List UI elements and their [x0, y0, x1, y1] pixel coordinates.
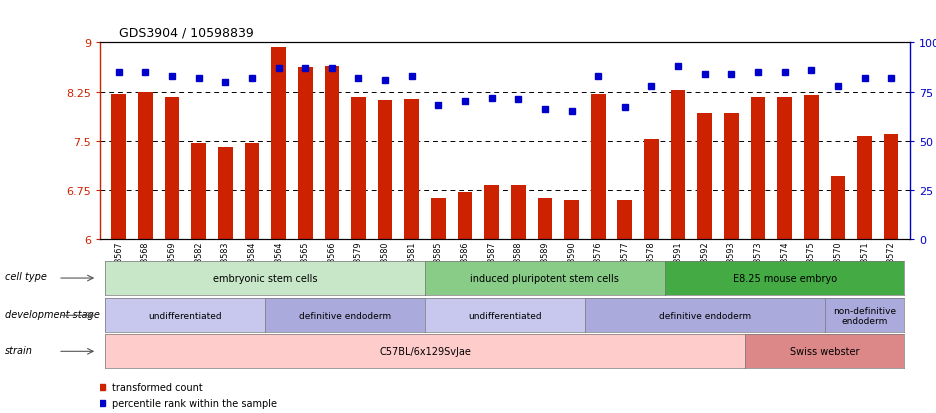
Text: induced pluripotent stem cells: induced pluripotent stem cells	[471, 273, 620, 283]
Text: strain: strain	[5, 345, 33, 355]
Bar	[591, 95, 606, 240]
Bar	[218, 148, 233, 240]
Text: undifferentiated: undifferentiated	[149, 311, 222, 320]
Text: undifferentiated: undifferentiated	[468, 311, 542, 320]
Bar	[884, 135, 899, 240]
Text: Swiss webster: Swiss webster	[790, 347, 859, 356]
Bar	[697, 113, 712, 240]
Bar	[511, 186, 526, 240]
Bar	[671, 91, 685, 240]
Bar	[139, 93, 153, 240]
Bar	[378, 101, 392, 240]
Text: transformed count: transformed count	[112, 382, 202, 392]
Text: E8.25 mouse embryo: E8.25 mouse embryo	[733, 273, 837, 283]
Bar	[830, 177, 845, 240]
Bar	[404, 100, 419, 240]
Bar	[458, 192, 473, 240]
Bar	[857, 136, 871, 240]
Text: percentile rank within the sample: percentile rank within the sample	[112, 398, 277, 408]
Bar	[644, 140, 659, 240]
Text: non-definitive
endoderm: non-definitive endoderm	[833, 306, 896, 325]
Bar	[777, 97, 792, 240]
Bar	[191, 144, 206, 240]
Bar	[351, 97, 366, 240]
Text: definitive endoderm: definitive endoderm	[659, 311, 751, 320]
Bar	[618, 201, 632, 240]
Bar	[484, 185, 499, 240]
Bar	[564, 201, 578, 240]
Bar	[325, 67, 339, 240]
Bar	[537, 199, 552, 240]
Text: GDS3904 / 10598839: GDS3904 / 10598839	[119, 26, 254, 39]
Bar	[724, 113, 739, 240]
Text: embryonic stem cells: embryonic stem cells	[213, 273, 317, 283]
Bar	[271, 48, 285, 240]
Bar	[751, 97, 766, 240]
Bar	[111, 95, 126, 240]
Bar	[431, 198, 446, 240]
Text: cell type: cell type	[5, 272, 47, 282]
Bar	[165, 97, 180, 240]
Bar	[804, 96, 819, 240]
Bar	[244, 144, 259, 240]
Bar	[298, 68, 313, 240]
Text: development stage: development stage	[5, 309, 100, 319]
Text: C57BL/6x129SvJae: C57BL/6x129SvJae	[379, 347, 471, 356]
Text: definitive endoderm: definitive endoderm	[300, 311, 391, 320]
